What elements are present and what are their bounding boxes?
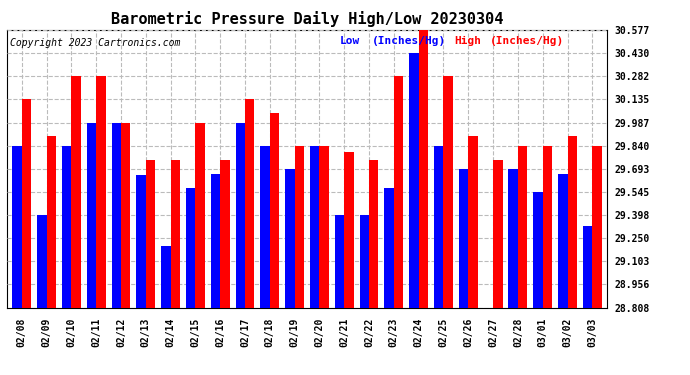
Text: Copyright 2023 Cartronics.com: Copyright 2023 Cartronics.com — [10, 38, 180, 48]
Bar — [37, 215, 47, 308]
Bar — [459, 169, 469, 308]
Bar — [533, 192, 543, 308]
Bar — [567, 136, 577, 308]
Bar — [558, 174, 567, 308]
Bar — [146, 160, 155, 308]
Bar — [121, 123, 130, 308]
Bar — [270, 112, 279, 308]
Bar — [12, 146, 22, 308]
Bar — [434, 146, 444, 308]
Bar — [493, 160, 502, 308]
Bar — [245, 99, 255, 308]
Bar — [369, 160, 379, 308]
Bar — [335, 215, 344, 308]
Bar — [62, 146, 71, 308]
Bar — [469, 136, 477, 308]
Bar — [509, 169, 518, 308]
Bar — [112, 123, 121, 308]
Bar — [310, 146, 319, 308]
Bar — [71, 76, 81, 308]
Bar — [186, 188, 195, 308]
Bar — [22, 99, 31, 308]
Bar — [419, 30, 428, 308]
Bar — [384, 188, 394, 308]
Bar — [195, 123, 205, 308]
Bar — [359, 215, 369, 308]
Bar — [96, 76, 106, 308]
Bar — [295, 146, 304, 308]
Bar — [583, 226, 592, 308]
Bar — [518, 146, 527, 308]
Bar — [87, 123, 96, 308]
Bar — [235, 123, 245, 308]
Text: (Inches/Hg): (Inches/Hg) — [372, 36, 446, 45]
Text: Low: Low — [340, 36, 360, 45]
Bar — [409, 53, 419, 307]
Bar — [285, 169, 295, 308]
Bar — [543, 146, 552, 308]
Bar — [260, 146, 270, 308]
Text: High: High — [454, 36, 481, 46]
Title: Barometric Pressure Daily High/Low 20230304: Barometric Pressure Daily High/Low 20230… — [111, 12, 503, 27]
Bar — [170, 160, 180, 308]
Bar — [344, 152, 354, 308]
Bar — [47, 136, 56, 308]
Bar — [444, 76, 453, 308]
Bar — [394, 76, 403, 308]
Bar — [592, 146, 602, 308]
Bar — [319, 146, 329, 308]
Text: (Inches/Hg): (Inches/Hg) — [490, 36, 564, 45]
Bar — [211, 174, 220, 308]
Bar — [137, 176, 146, 308]
Bar — [161, 246, 170, 308]
Bar — [220, 160, 230, 308]
